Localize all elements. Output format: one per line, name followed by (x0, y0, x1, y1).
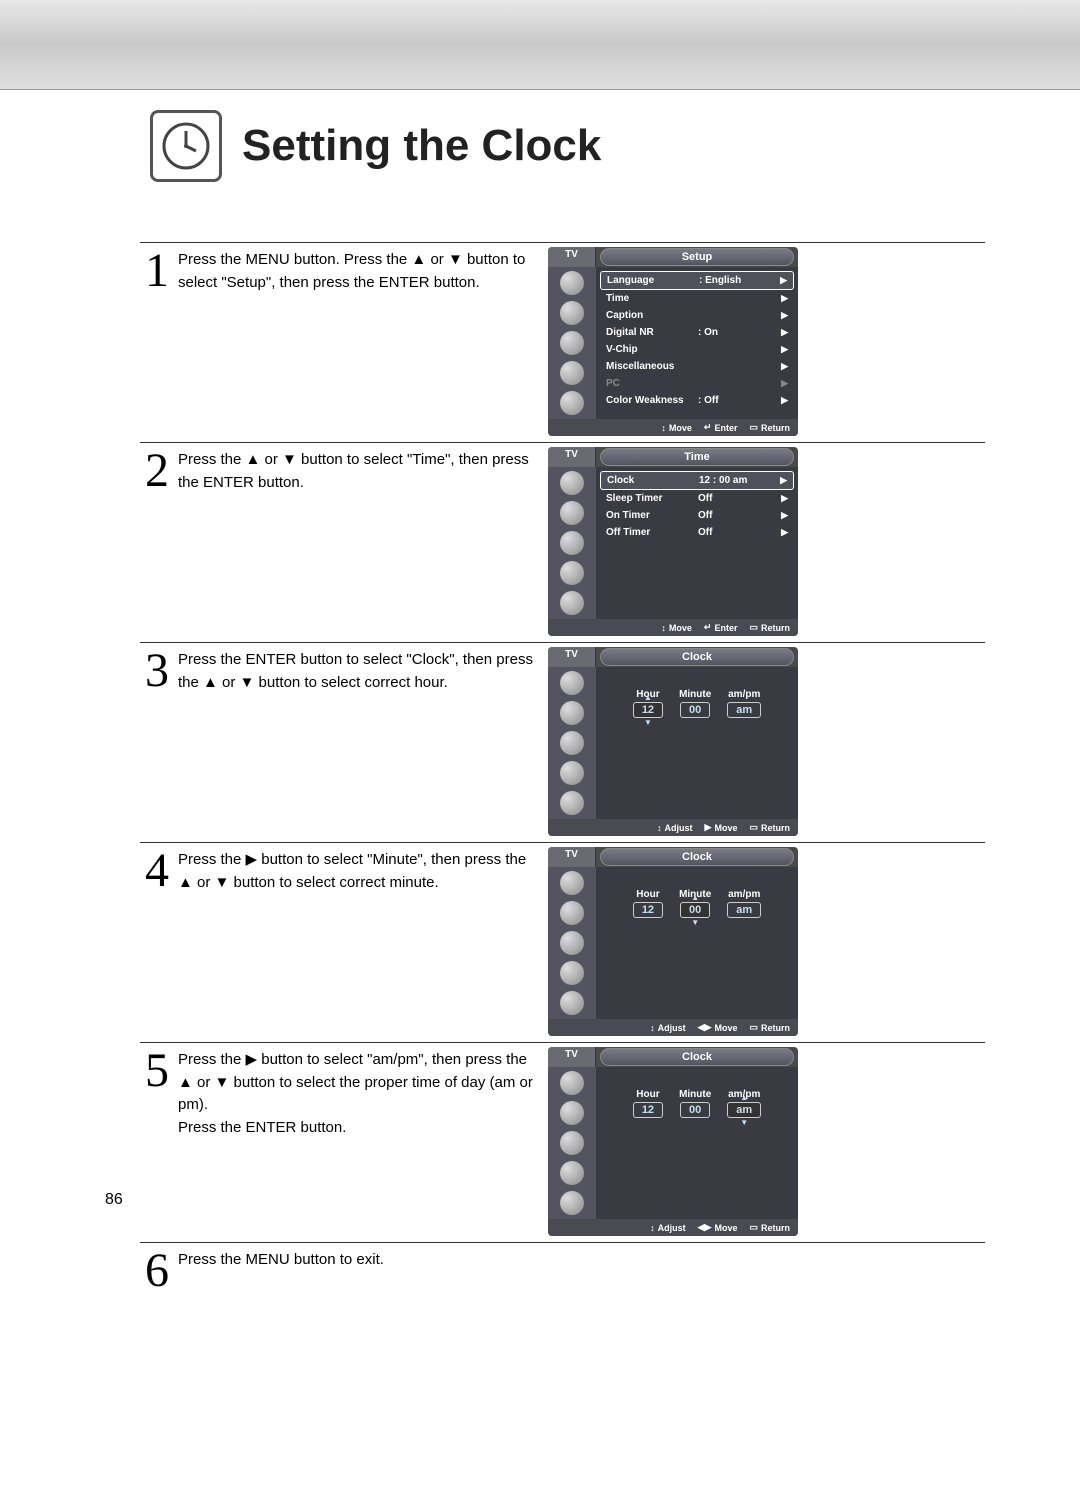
menu-row: Digital NR: On▶ (600, 324, 794, 341)
page-title: Setting the Clock (242, 121, 601, 171)
menu-row: Caption▶ (600, 307, 794, 324)
clock-hour-box: ▲12▼ (633, 702, 663, 718)
osd-setup: TVSetup Language: English▶Time▶Caption▶D… (548, 247, 798, 436)
osd-clock-hour: TVClock Hour▲12▼ Minute00 am/pmam ↕ Adju… (548, 647, 798, 836)
menu-row: Sleep TimerOff▶ (600, 490, 794, 507)
clock-ampm-box: ▲am▼ (727, 1102, 761, 1118)
step-text: Press the ▲ or ▼ button to select "Time"… (174, 447, 534, 494)
osd-title: Setup (600, 248, 794, 266)
step-number: 2 (140, 447, 174, 495)
osd-clock-minute: TVClock Hour12 Minute▲00▼ am/pmam ↕ Adju… (548, 847, 798, 1036)
osd-time: TVTime Clock12 : 00 am▶Sleep TimerOff▶On… (548, 447, 798, 636)
menu-row: PC▶ (600, 375, 794, 392)
page-number: 86 (105, 1191, 123, 1209)
menu-row: Clock12 : 00 am▶ (600, 471, 794, 490)
step-4: 4 Press the ▶ button to select "Minute",… (140, 842, 985, 1036)
step-1: 1 Press the MENU button. Press the ▲ or … (140, 242, 985, 436)
osd-menu: Language: English▶Time▶Caption▶Digital N… (596, 267, 798, 419)
menu-row: Time▶ (600, 290, 794, 307)
osd-tv-label: TV (548, 247, 596, 267)
menu-row: Color Weakness: Off▶ (600, 392, 794, 409)
menu-row: On TimerOff▶ (600, 507, 794, 524)
title-row: Setting the Clock (0, 90, 1080, 182)
steps-container: 1 Press the MENU button. Press the ▲ or … (0, 182, 1080, 1302)
step-3: 3 Press the ENTER button to select "Cloc… (140, 642, 985, 836)
menu-row: Off TimerOff▶ (600, 524, 794, 541)
step-number: 1 (140, 247, 174, 295)
menu-row: Miscellaneous▶ (600, 358, 794, 375)
clock-icon (150, 110, 222, 182)
menu-row: V-Chip▶ (600, 341, 794, 358)
step-2: 2 Press the ▲ or ▼ button to select "Tim… (140, 442, 985, 636)
step-6: 6 Press the MENU button to exit. (140, 1242, 985, 1302)
osd-footer: ↕ Move↵ Enter▭ Return (548, 419, 798, 436)
step-text: Press the MENU button. Press the ▲ or ▼ … (174, 247, 534, 294)
osd-clock-ampm: TVClock Hour12 Minute00 am/pm▲am▼ ↕ Adju… (548, 1047, 798, 1236)
menu-row: Language: English▶ (600, 271, 794, 290)
step-5: 5 Press the ▶ button to select "am/pm", … (140, 1042, 985, 1236)
page-root: Setting the Clock 1 Press the MENU butto… (0, 0, 1080, 1494)
header-strip (0, 0, 1080, 90)
clock-minute-box: ▲00▼ (680, 902, 710, 918)
osd-sidebar-icons (548, 267, 596, 419)
